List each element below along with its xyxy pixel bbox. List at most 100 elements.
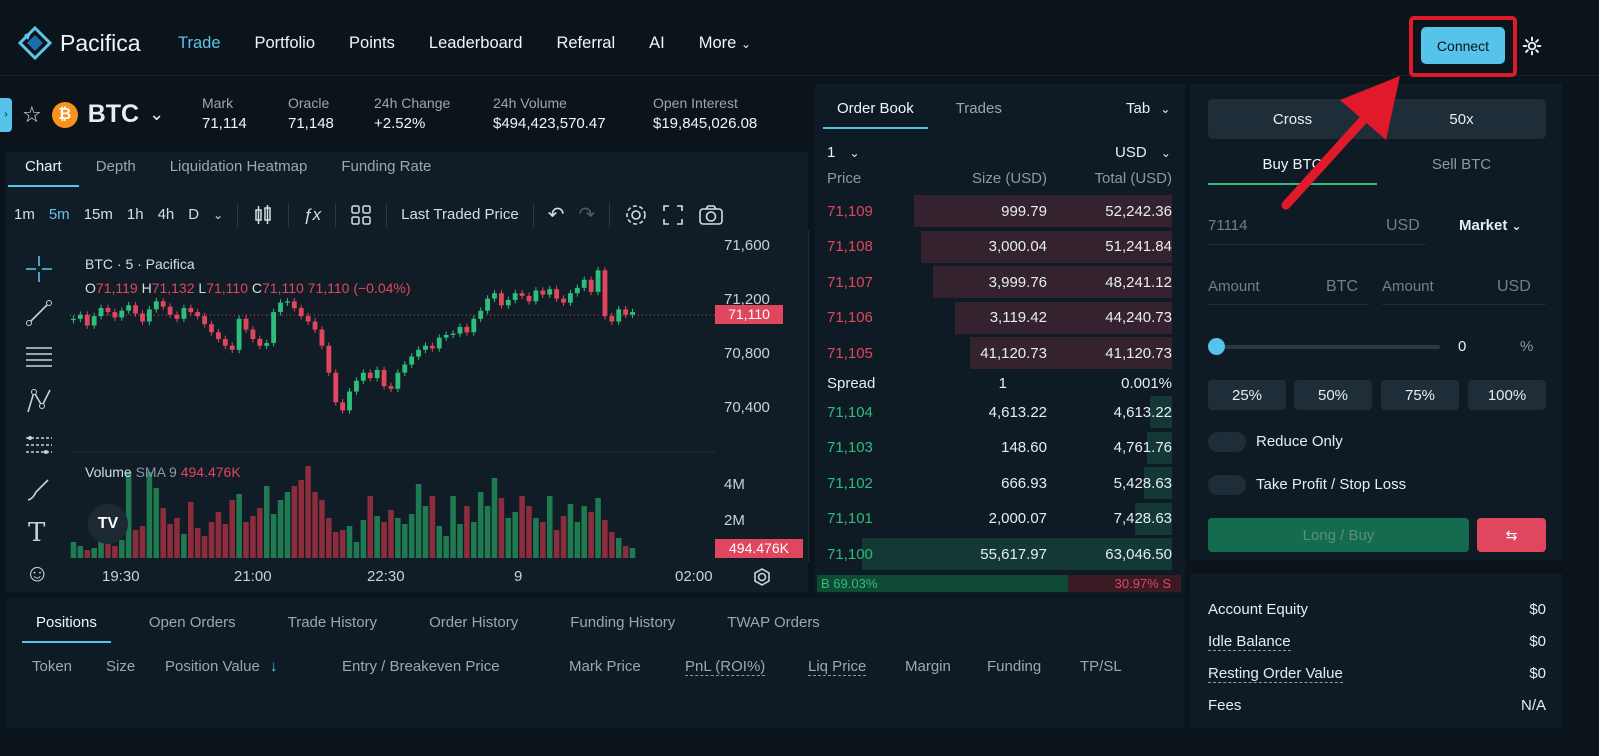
col-tpsl[interactable]: TP/SL	[1080, 658, 1122, 675]
chevron-down-icon[interactable]: ⌄	[213, 207, 224, 222]
candles-icon[interactable]	[252, 204, 274, 226]
text-tool-icon[interactable]: T	[28, 518, 46, 548]
ask-row[interactable]: 71,107 3,999.76 48,241.12	[827, 266, 1172, 298]
col-pnl[interactable]: PnL (ROI%)	[685, 658, 766, 676]
tpsl-toggle[interactable]	[1208, 475, 1246, 495]
undo-icon[interactable]: ↶	[547, 204, 565, 226]
nav-portfolio[interactable]: Portfolio	[254, 34, 316, 52]
star-icon[interactable]: ☆	[22, 101, 42, 127]
interval-15m[interactable]: 15m	[83, 206, 113, 223]
tab-order-book[interactable]: Order Book	[823, 100, 928, 129]
ask-row[interactable]: 71,105 41,120.73 41,120.73	[827, 337, 1172, 369]
margin-mode-button[interactable]: Cross	[1272, 110, 1313, 128]
tick-size-selector[interactable]: 1 ⌄	[827, 144, 860, 161]
candle-body	[533, 290, 539, 302]
nav-referral[interactable]: Referral	[556, 34, 616, 52]
reduce-only-toggle[interactable]	[1208, 432, 1246, 452]
interval-4h[interactable]: 4h	[157, 206, 175, 223]
leverage-button[interactable]: 50x	[1449, 110, 1474, 128]
col-position-value[interactable]: Position Value ↓	[165, 658, 277, 675]
ohlc-high-label: H	[141, 280, 152, 296]
tab-funding-rate[interactable]: Funding Rate	[341, 158, 432, 175]
camera-icon[interactable]	[698, 204, 724, 226]
tab-liquidation-heatmap[interactable]: Liquidation Heatmap	[169, 158, 308, 175]
trendline-icon[interactable]	[24, 298, 54, 328]
nav-ai[interactable]: AI	[649, 34, 665, 52]
settings-icon[interactable]	[624, 203, 648, 227]
tradingview-logo[interactable]: TV	[88, 504, 128, 544]
tab-buy[interactable]: Buy BTC	[1208, 156, 1377, 185]
interval-5m[interactable]: 5m	[48, 206, 70, 223]
tab-twap-orders[interactable]: TWAP Orders	[727, 614, 820, 631]
ask-row[interactable]: 71,106 3,119.42 44,240.73	[827, 301, 1172, 334]
col-token[interactable]: Token	[32, 658, 73, 675]
amount-usd-label[interactable]: Amount	[1382, 278, 1434, 295]
resting-order-label[interactable]: Resting Order Value	[1208, 665, 1343, 683]
connect-button[interactable]: Connect	[1421, 27, 1505, 64]
gear-icon[interactable]	[752, 567, 772, 587]
slider-value[interactable]: 0	[1458, 338, 1467, 355]
col-mark-price[interactable]: Mark Price	[569, 658, 641, 675]
price-input[interactable]: 71114	[1208, 217, 1248, 234]
redo-icon[interactable]: ↷	[578, 204, 596, 226]
nav-points[interactable]: Points	[349, 34, 395, 52]
col-margin[interactable]: Margin	[905, 658, 951, 675]
crosshair-icon[interactable]	[24, 254, 54, 284]
sidebar-toggle[interactable]: ›	[0, 98, 12, 132]
tab-positions[interactable]: Positions	[22, 614, 111, 643]
bid-row[interactable]: 71,103 148.60 4,761.76	[827, 431, 1172, 464]
currency-selector[interactable]: USD ⌄	[1115, 144, 1171, 161]
ask-row[interactable]: 71,109 999.79 52,242.36	[827, 195, 1172, 227]
tab-order-history[interactable]: Order History	[429, 614, 519, 631]
col-liq-price[interactable]: Liq Price	[808, 658, 867, 676]
tab-open-orders[interactable]: Open Orders	[148, 614, 236, 631]
tab-chart[interactable]: Chart	[8, 158, 79, 187]
bid-row[interactable]: 71,101 2,000.07 7,428.63	[827, 502, 1172, 535]
pct-50-button[interactable]: 50%	[1294, 380, 1372, 410]
forecast-icon[interactable]	[24, 430, 54, 460]
tab-funding-history[interactable]: Funding History	[570, 614, 676, 631]
tab-trade-history[interactable]: Trade History	[287, 614, 378, 631]
amount-slider-handle[interactable]	[1208, 338, 1225, 355]
gear-icon[interactable]	[1522, 36, 1542, 56]
pct-100-button[interactable]: 100%	[1468, 380, 1546, 410]
price-source-selector[interactable]: Last Traded Price	[401, 206, 519, 223]
col-funding[interactable]: Funding	[987, 658, 1042, 675]
pct-25-button[interactable]: 25%	[1208, 380, 1286, 410]
swap-icon[interactable]: ⇆	[1477, 518, 1546, 552]
brand[interactable]: Pacifica	[18, 26, 141, 60]
layout-grid-icon[interactable]	[350, 204, 372, 226]
tab-sell[interactable]: Sell BTC	[1431, 156, 1492, 173]
amount-slider-track[interactable]	[1216, 345, 1440, 349]
col-entry-price[interactable]: Entry / Breakeven Price	[342, 658, 500, 675]
nav-leaderboard[interactable]: Leaderboard	[428, 34, 523, 52]
brush-icon[interactable]	[24, 474, 54, 504]
pct-75-button[interactable]: 75%	[1381, 380, 1459, 410]
fib-lines-icon[interactable]	[24, 342, 54, 372]
tab-trades[interactable]: Trades	[955, 100, 1002, 117]
interval-1m[interactable]: 1m	[14, 206, 35, 223]
col-size[interactable]: Size	[106, 658, 136, 675]
emoji-icon[interactable]: ☺	[25, 560, 50, 587]
symbol-selector[interactable]: ☆ ₿ BTC ⌄	[22, 100, 164, 129]
price-chart[interactable]	[70, 230, 716, 562]
long-buy-button[interactable]: Long / Buy	[1208, 518, 1469, 552]
order-type-selector[interactable]: Market ⌄	[1459, 217, 1522, 234]
interval-1h[interactable]: 1h	[126, 206, 144, 223]
candle-body	[98, 308, 104, 317]
idle-balance-label[interactable]: Idle Balance	[1208, 633, 1291, 651]
bid-row[interactable]: 71,100 55,617.97 63,046.50	[827, 538, 1172, 570]
orderbook-view-selector[interactable]: Tab ⌄	[1126, 100, 1170, 117]
bid-row[interactable]: 71,104 4,613.22 4,613.22	[827, 396, 1172, 428]
pattern-icon[interactable]	[24, 386, 54, 416]
indicators-icon[interactable]: ƒx	[303, 204, 322, 224]
nav-more[interactable]: More ⌄	[699, 34, 751, 53]
interval-d[interactable]: D	[188, 206, 200, 223]
tab-depth[interactable]: Depth	[95, 158, 136, 175]
fullscreen-icon[interactable]	[662, 204, 684, 226]
bid-row[interactable]: 71,102 666.93 5,428.63	[827, 467, 1172, 499]
ask-row[interactable]: 71,108 3,000.04 51,241.84	[827, 230, 1172, 263]
nav-trade[interactable]: Trade	[178, 34, 221, 52]
amount-btc-label[interactable]: Amount	[1208, 278, 1260, 295]
candle-body	[547, 289, 553, 295]
